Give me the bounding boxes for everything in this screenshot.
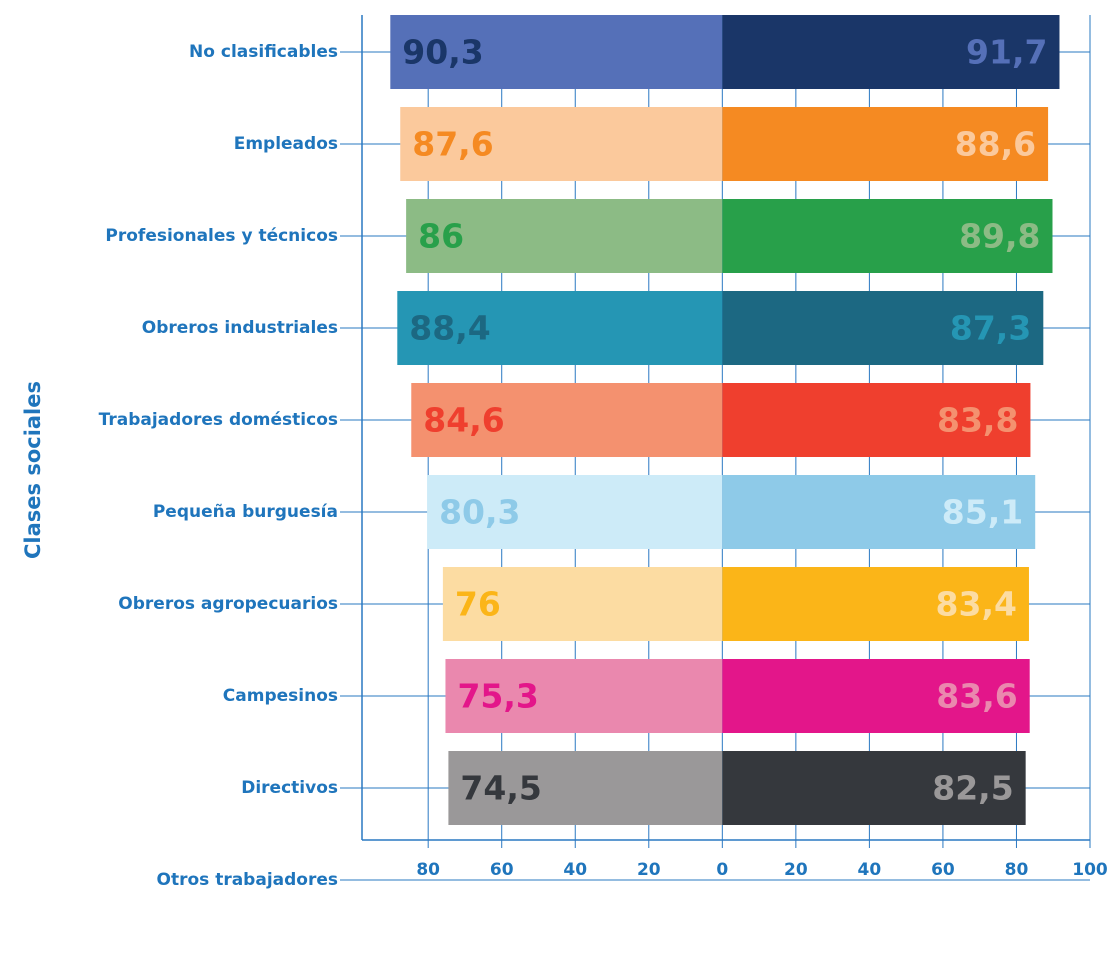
data-label: 83,6: [936, 677, 1017, 716]
y-tick-label: Profesionales y técnicos: [105, 226, 338, 246]
x-tick-label: 80: [416, 860, 440, 880]
data-label: 87,6: [412, 125, 493, 164]
x-tick-label: 60: [931, 860, 955, 880]
x-tick-label: 40: [858, 860, 882, 880]
y-tick-label: No clasificables: [189, 42, 338, 62]
bar: [411, 383, 723, 457]
bar: [722, 15, 1060, 89]
y-tick-label: Campesinos: [223, 686, 338, 706]
bar: [722, 291, 1044, 365]
bar: [722, 383, 1031, 457]
bar: [442, 567, 723, 641]
bar: [722, 107, 1049, 181]
bar: [397, 291, 723, 365]
y-tick-label: Otros trabajadores: [157, 870, 338, 890]
data-label: 87,3: [950, 309, 1031, 348]
y-tick-label: Pequeña burguesía: [153, 502, 338, 522]
x-tick-label: 20: [784, 860, 808, 880]
bar: [722, 199, 1053, 273]
x-tick-label: 60: [490, 860, 514, 880]
x-tick-label: 40: [563, 860, 587, 880]
data-label: 84,6: [423, 401, 504, 440]
data-label: 91,7: [966, 33, 1047, 72]
data-label: 89,8: [959, 217, 1040, 256]
data-label: 83,8: [937, 401, 1018, 440]
bar: [406, 199, 723, 273]
y-tick-label: Obreros industriales: [142, 318, 338, 338]
data-label: 80,3: [439, 493, 520, 532]
data-label: 85,1: [942, 493, 1023, 532]
bar: [390, 15, 723, 89]
data-label: 75,3: [457, 677, 538, 716]
data-label: 88,4: [409, 309, 490, 348]
bar: [722, 659, 1030, 733]
bar: [448, 751, 723, 825]
y-tick-label: Obreros agropecuarios: [118, 594, 338, 614]
data-label: 76: [455, 585, 501, 624]
data-label: 82,5: [932, 769, 1013, 808]
x-tick-label: 20: [637, 860, 661, 880]
bar: [722, 475, 1036, 549]
bar: [400, 107, 723, 181]
data-label: 88,6: [955, 125, 1036, 164]
bar: [722, 567, 1029, 641]
data-label: 83,4: [936, 585, 1017, 624]
data-label: 86: [418, 217, 464, 256]
y-tick-label: Trabajadores domésticos: [99, 410, 338, 430]
x-tick-label: 80: [1005, 860, 1029, 880]
data-label: 90,3: [402, 33, 483, 72]
x-tick-label: 100: [1072, 860, 1108, 880]
bar: [722, 751, 1026, 825]
y-tick-label: Directivos: [241, 778, 338, 798]
bar: [427, 475, 723, 549]
bar: [445, 659, 723, 733]
y-tick-label: Empleados: [234, 134, 338, 154]
data-label: 74,5: [460, 769, 541, 808]
y-axis-title: Clases sociales: [21, 381, 45, 559]
x-tick-label: 0: [716, 860, 728, 880]
